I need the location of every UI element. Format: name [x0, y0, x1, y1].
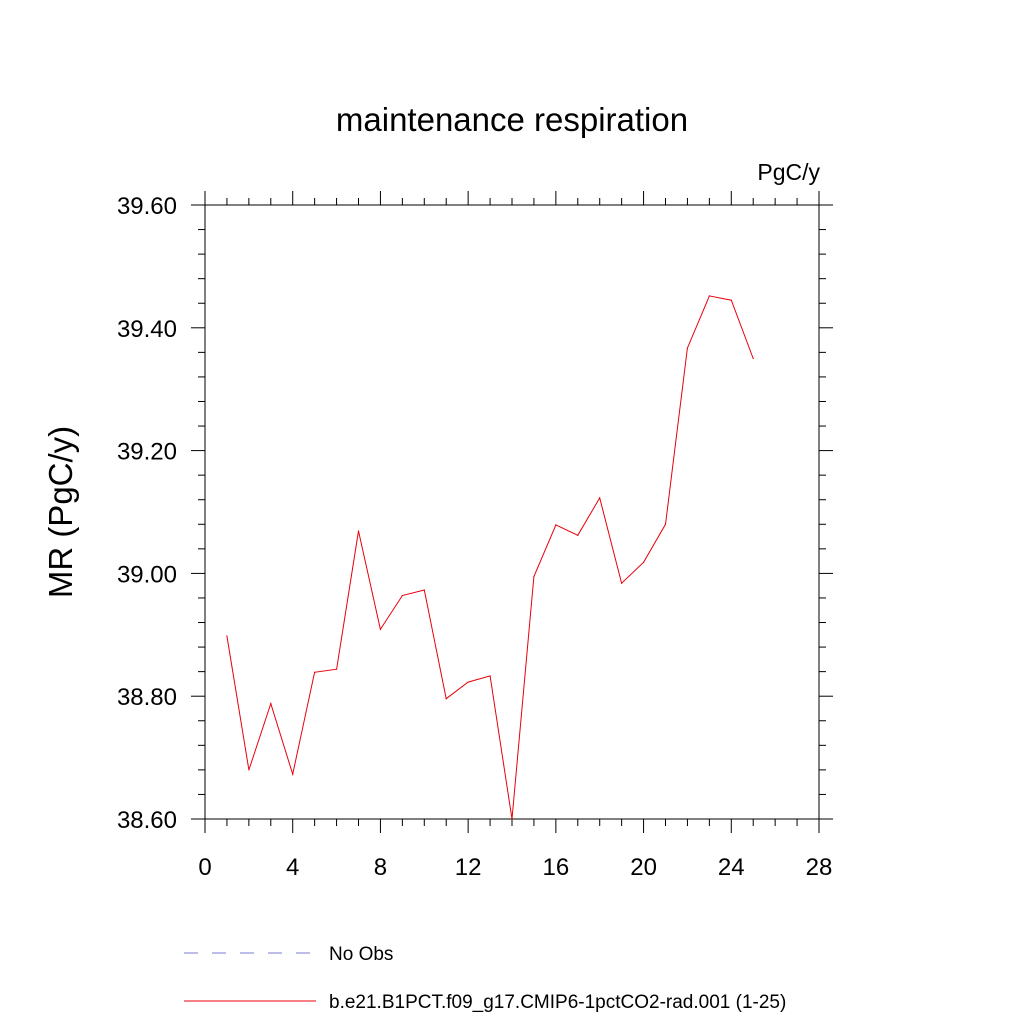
x-tick-label: 24	[718, 854, 745, 881]
data-point	[401, 594, 403, 597]
data-point	[270, 702, 272, 705]
series-line	[226, 295, 754, 820]
data-point	[686, 347, 689, 349]
x-tick-label: 8	[374, 854, 387, 881]
data-point	[511, 818, 513, 820]
data-point	[577, 534, 579, 536]
y-tick-label: 38.80	[117, 684, 177, 711]
data-point	[752, 357, 754, 360]
data-point	[730, 299, 732, 301]
tick-labels: 0 4 8 12 16 20 24 28 38.60 38.80 39.00 39.20 39.40 39…	[117, 193, 832, 881]
data-point	[335, 668, 338, 670]
x-tick-label: 16	[543, 854, 570, 881]
data-point	[292, 773, 294, 775]
units-label: PgC/y	[757, 159, 820, 185]
x-tick-label: 20	[630, 854, 657, 881]
x-tick-label: 4	[286, 854, 299, 881]
data-point	[708, 295, 710, 297]
data-point	[642, 561, 645, 563]
legend-label: No Obs	[329, 944, 393, 965]
legend-label: b.e21.B1PCT.f09_g17.CMIP6-1pctCO2-rad.00…	[329, 992, 786, 1013]
y-tick-label: 39.00	[117, 561, 177, 588]
axis-ticks	[191, 191, 833, 833]
data-point	[445, 698, 447, 700]
data-point	[533, 575, 535, 578]
y-tick-label: 39.20	[117, 439, 177, 466]
series-layer	[226, 295, 754, 820]
y-tick-label: 39.60	[117, 193, 177, 220]
data-point	[664, 523, 667, 525]
data-point	[555, 524, 557, 526]
y-tick-label: 39.40	[117, 316, 177, 343]
data-point	[489, 675, 491, 677]
x-tick-label: 28	[806, 854, 833, 881]
data-point	[467, 681, 469, 683]
chart-title: maintenance respiration	[336, 101, 688, 138]
x-tick-label: 12	[455, 854, 482, 881]
data-point	[599, 497, 601, 499]
data-point	[314, 671, 316, 673]
y-axis-label: MR (PgC/y)	[42, 426, 79, 598]
legend: No Obs b.e21.B1PCT.f09_g17.CMIP6-1pctCO2-…	[184, 944, 786, 1013]
x-tick-label: 0	[198, 854, 211, 881]
data-point	[357, 530, 360, 532]
plot-frame	[204, 204, 820, 820]
data-point	[226, 635, 228, 637]
y-tick-label: 38.60	[117, 807, 177, 834]
data-point	[423, 589, 425, 591]
data-point	[621, 582, 623, 584]
data-point	[248, 769, 250, 771]
data-point	[379, 628, 382, 630]
